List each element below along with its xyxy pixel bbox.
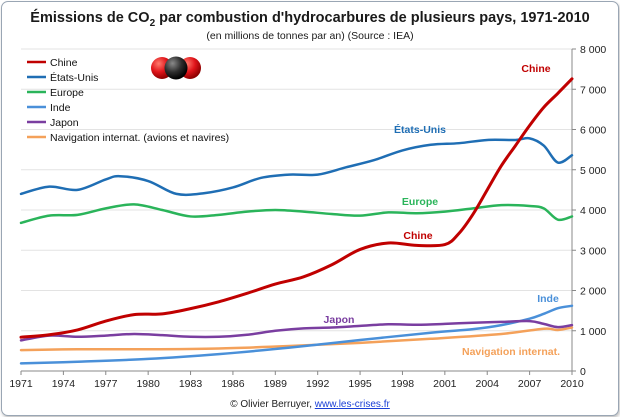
credit-text: © Olivier Berruyer,	[230, 399, 315, 410]
legend-label: Japon	[50, 117, 79, 129]
legend-label: Europe	[50, 87, 84, 99]
credit-link[interactable]: www.les-crises.fr	[314, 399, 391, 410]
y-axis-ticks: 0 1 000 2 000 3 000 4 000 5 000 6 000 7 000 8 00…	[572, 44, 606, 378]
y-tick-label: 8 000	[580, 44, 606, 56]
title-subscript: 2	[150, 18, 156, 29]
y-tick-label: 0	[580, 366, 586, 378]
y-tick-label: 5 000	[580, 165, 606, 177]
annotation-label: Navigation internat.	[462, 346, 560, 358]
series-annotations: Chine États-Unis Europe Chine Inde Japon Navig…	[324, 63, 561, 358]
series-line-chine	[19, 77, 574, 339]
series-line-inde	[19, 304, 574, 365]
y-tick-label: 6 000	[580, 125, 606, 137]
legend-label: Inde	[50, 102, 71, 114]
chart-title: Émissions de CO2 par combustion d'hydroc…	[30, 9, 589, 29]
annotation-label: Europe	[402, 196, 438, 208]
legend-label: Chine	[50, 57, 78, 69]
x-tick-label: 1980	[136, 378, 160, 390]
series-lines	[19, 77, 574, 365]
chart-subtitle: (en millions de tonnes par an) (Source :…	[206, 30, 413, 42]
annotation-label: Japon	[324, 314, 355, 326]
title-main: Émissions de CO	[30, 9, 149, 26]
series-line-europe	[19, 203, 574, 225]
legend: Chine États-Unis Europe Inde Japon Navigation…	[27, 57, 229, 144]
x-tick-label: 2004	[476, 378, 500, 390]
annotation-label: États-Unis	[394, 123, 446, 136]
x-tick-label: 1971	[9, 378, 33, 390]
x-tick-label: 1986	[221, 378, 245, 390]
y-tick-label: 1 000	[580, 326, 606, 338]
annotation-label: Inde	[537, 293, 559, 305]
y-tick-label: 2 000	[580, 286, 606, 298]
x-tick-label: 1974	[52, 378, 76, 390]
x-tick-label: 1995	[348, 378, 372, 390]
x-axis-ticks: 1971 1974 1977 1980 1983 1986 1989 1992 1995 1998…	[9, 371, 584, 390]
x-tick-label: 1977	[94, 378, 118, 390]
x-tick-label: 2001	[433, 378, 457, 390]
y-tick-label: 3 000	[580, 245, 606, 257]
co2-molecule-icon	[151, 56, 201, 80]
annotation-label: Chine	[403, 230, 432, 242]
x-tick-label: 1989	[264, 378, 288, 390]
x-tick-label: 2010	[560, 378, 584, 390]
series-line-navigation-internat-avions-et-navires	[19, 326, 574, 352]
annotation-label: Chine	[521, 63, 550, 75]
x-tick-label: 1992	[306, 378, 330, 390]
legend-label: États-Unis	[50, 71, 98, 84]
x-tick-label: 1983	[179, 378, 203, 390]
series-line-japon	[19, 319, 574, 342]
legend-label: Navigation internat. (avions et navires)	[50, 132, 229, 144]
title-rest: par combustion d'hydrocarbures de plusie…	[155, 10, 590, 26]
x-tick-label: 1998	[391, 378, 415, 390]
gridlines	[21, 48, 572, 332]
x-tick-label: 2007	[518, 378, 542, 390]
y-tick-label: 4 000	[580, 205, 606, 217]
credit: © Olivier Berruyer, www.les-crises.fr	[230, 399, 390, 410]
y-tick-label: 7 000	[580, 84, 606, 96]
